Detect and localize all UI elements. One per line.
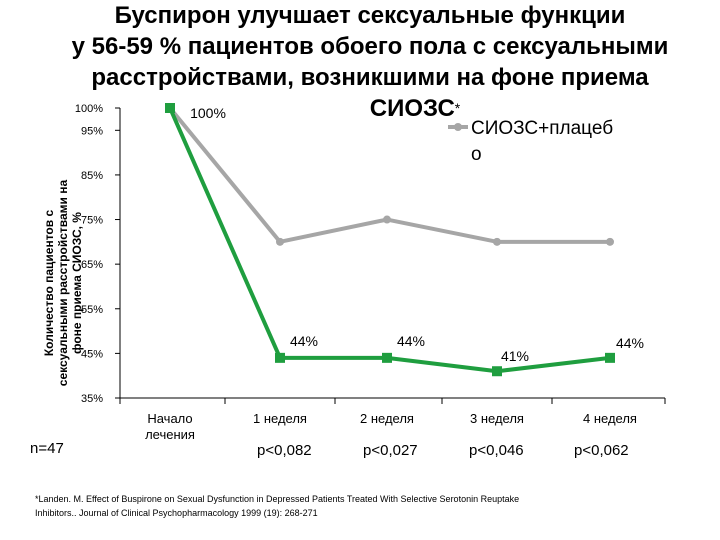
title-line: СИОЗС* bbox=[40, 93, 700, 124]
y-tick-label: 65% bbox=[81, 259, 103, 271]
y-tick-label: 95% bbox=[81, 125, 103, 137]
y-tick-label: 45% bbox=[81, 348, 103, 360]
series-point bbox=[165, 103, 175, 113]
x-tick-label: 3 неделя bbox=[470, 411, 524, 426]
series-point bbox=[276, 237, 284, 246]
y-tick-label: 75% bbox=[81, 215, 103, 227]
x-tick-label: 1 неделя bbox=[253, 411, 307, 426]
series-point bbox=[492, 366, 502, 377]
series-point bbox=[606, 237, 614, 246]
footnote: *Landen. M. Effect of Buspirone on Sexua… bbox=[35, 492, 695, 520]
series-point bbox=[493, 237, 501, 246]
title-line: расстройствами, возникшими на фоне прием… bbox=[91, 64, 649, 91]
y-tick-label: 55% bbox=[81, 304, 103, 316]
legend-marker bbox=[454, 123, 462, 131]
x-tick-label: 2 неделя bbox=[360, 411, 414, 426]
p-value: p<0,062 bbox=[574, 442, 629, 459]
footnote-line: Inhibitors.. Journal of Clinical Psychop… bbox=[35, 508, 318, 518]
y-tick-label: 35% bbox=[81, 393, 103, 405]
series-point bbox=[383, 215, 391, 224]
x-tick-label: Начало bbox=[147, 411, 192, 426]
series-point bbox=[382, 352, 392, 363]
title-line: Буспирон улучшает сексуальные функции bbox=[114, 2, 626, 29]
series-point bbox=[275, 352, 285, 363]
x-tick-label: 4 неделя bbox=[583, 411, 637, 426]
data-label: 44% bbox=[290, 333, 318, 349]
p-value: p<0,046 bbox=[469, 442, 524, 459]
chart-title: Буспирон улучшает сексуальные функции у … bbox=[40, 0, 700, 124]
y-tick-label: 100% bbox=[75, 103, 103, 115]
data-label: 44% bbox=[616, 335, 644, 351]
data-label: 100% bbox=[190, 105, 226, 121]
series-line bbox=[168, 107, 611, 374]
footnote-line: *Landen. M. Effect of Buspirone on Sexua… bbox=[35, 494, 520, 504]
x-tick-label: лечения bbox=[145, 427, 195, 442]
p-value: p<0,027 bbox=[363, 442, 418, 459]
y-tick-label: 85% bbox=[81, 170, 103, 182]
title-line-last: СИОЗС bbox=[369, 95, 455, 122]
legend-label: СИОЗС+плацеб bbox=[471, 118, 613, 139]
title-footnote-mark: * bbox=[454, 100, 461, 116]
title-line: у 56-59 % пациентов обоего пола с сексуа… bbox=[71, 33, 669, 60]
p-value: p<0,082 bbox=[257, 442, 312, 459]
sample-size: n=47 bbox=[30, 440, 64, 457]
data-label: 44% bbox=[397, 333, 425, 349]
series-point bbox=[605, 352, 615, 363]
data-label: 41% bbox=[501, 348, 529, 364]
legend-label: о bbox=[471, 144, 482, 165]
